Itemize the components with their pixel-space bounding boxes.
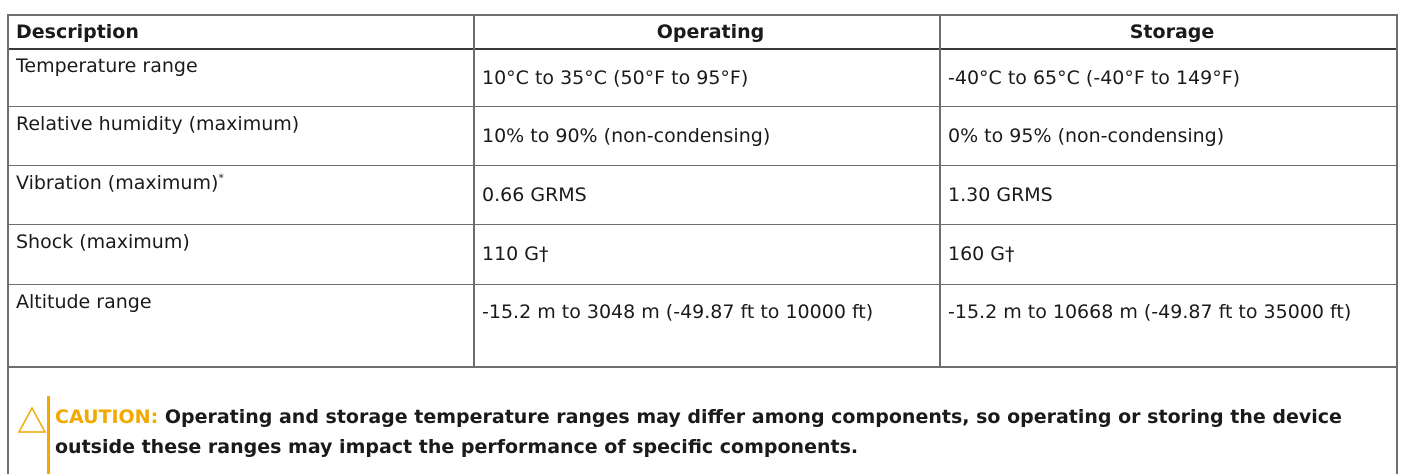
cell-description: Temperature range xyxy=(16,55,198,77)
caution-accent-bar xyxy=(47,396,50,474)
table-row: Shock (maximum) 110 G† 160 G† xyxy=(9,224,1396,285)
header-operating: Operating xyxy=(473,16,939,48)
cell-operating: 10% to 90% (non-condensing) xyxy=(473,106,939,165)
cell-operating: 110 G† xyxy=(473,224,939,284)
cell-storage: 160 G† xyxy=(939,224,1396,284)
cell-description-text: Vibration (maximum) xyxy=(16,172,219,194)
cell-storage: 1.30 GRMS xyxy=(939,165,1396,224)
cell-storage: -40°C to 65°C (-40°F to 149°F) xyxy=(939,48,1396,106)
cell-description: Vibration (maximum)* xyxy=(9,165,473,224)
cell-description: Altitude range xyxy=(16,291,152,313)
footnote-mark: * xyxy=(218,171,224,185)
warning-triangle-icon xyxy=(17,406,47,433)
caution-note: CAUTION: Operating and storage temperatu… xyxy=(9,366,1396,474)
caution-body: Operating and storage temperature ranges… xyxy=(55,406,1342,458)
cell-operating: -15.2 m to 3048 m (-49.87 ft to 10000 ft… xyxy=(473,284,939,366)
caution-text: CAUTION: Operating and storage temperatu… xyxy=(55,402,1384,462)
table-row: Altitude range -15.2 m to 3048 m (-49.87… xyxy=(9,284,1396,368)
cell-description: Relative humidity (maximum) xyxy=(16,113,300,135)
environmental-specs-table: Description Operating Storage Temperatur… xyxy=(7,14,1398,474)
table-row: Relative humidity (maximum) 10% to 90% (… xyxy=(9,106,1396,166)
cell-description: Shock (maximum) xyxy=(16,231,190,253)
cell-storage: 0% to 95% (non-condensing) xyxy=(939,106,1396,165)
table-row: Temperature range 10°C to 35°C (50°F to … xyxy=(9,48,1396,107)
header-description: Description xyxy=(16,21,139,43)
table-header-row: Description Operating Storage xyxy=(9,14,1396,50)
cell-operating: 10°C to 35°C (50°F to 95°F) xyxy=(473,48,939,106)
table-row: Vibration (maximum)* 0.66 GRMS 1.30 GRMS xyxy=(9,165,1396,225)
cell-storage: -15.2 m to 10668 m (-49.87 ft to 35000 f… xyxy=(939,284,1396,366)
caution-label: CAUTION: xyxy=(55,406,159,428)
header-storage: Storage xyxy=(939,16,1396,48)
cell-operating: 0.66 GRMS xyxy=(473,165,939,224)
